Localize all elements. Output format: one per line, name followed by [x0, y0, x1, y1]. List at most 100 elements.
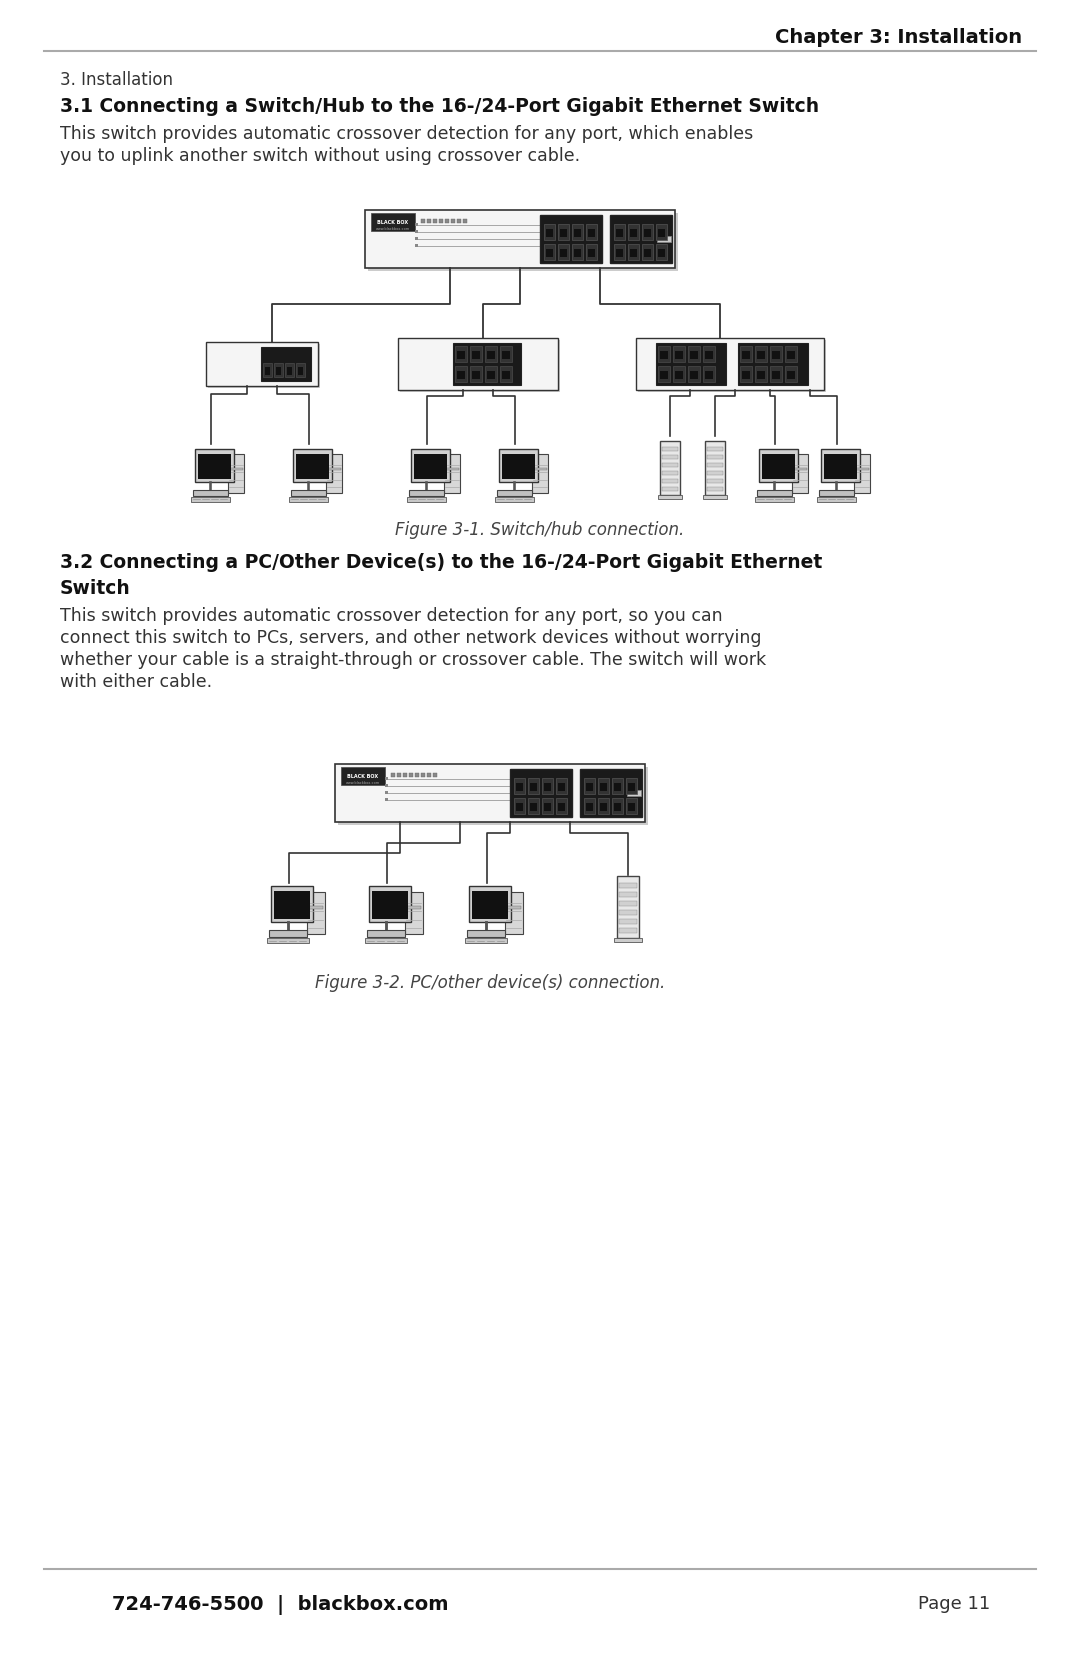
Text: BLACK BOX: BLACK BOX — [348, 773, 379, 778]
Bar — [588, 229, 595, 237]
Bar — [600, 783, 607, 791]
Text: whether your cable is a straight-through or crossover cable. The switch will wor: whether your cable is a straight-through… — [60, 651, 766, 669]
Bar — [405, 891, 422, 935]
FancyBboxPatch shape — [368, 214, 678, 270]
Text: 3. Installation: 3. Installation — [60, 72, 173, 88]
Bar — [556, 798, 567, 814]
Bar — [530, 783, 537, 791]
Bar — [191, 497, 230, 502]
Bar — [785, 366, 797, 382]
Bar — [662, 462, 678, 467]
Bar — [193, 489, 228, 496]
Bar — [626, 778, 637, 794]
Text: 3.1 Connecting a Switch/Hub to the 16-/24-Port Gigabit Ethernet Switch: 3.1 Connecting a Switch/Hub to the 16-/2… — [60, 97, 819, 117]
Bar — [738, 344, 808, 386]
FancyBboxPatch shape — [638, 340, 826, 392]
Bar — [403, 773, 407, 778]
Bar — [558, 224, 569, 240]
Bar — [705, 371, 713, 379]
Bar — [612, 798, 623, 814]
Bar — [819, 489, 853, 496]
FancyBboxPatch shape — [636, 339, 824, 391]
Bar — [660, 371, 669, 379]
Bar — [514, 798, 525, 814]
Bar — [544, 803, 551, 811]
Bar — [707, 462, 723, 467]
Bar — [615, 783, 621, 791]
Text: Figure 3-1. Switch/hub connection.: Figure 3-1. Switch/hub connection. — [395, 521, 685, 539]
Bar — [384, 784, 388, 788]
Bar — [580, 769, 642, 818]
Bar — [384, 791, 388, 794]
Bar — [421, 773, 426, 778]
Bar — [755, 366, 767, 382]
Bar — [427, 219, 431, 224]
Bar — [409, 773, 413, 778]
Bar — [457, 350, 465, 359]
Bar — [572, 244, 583, 260]
Bar — [415, 230, 418, 234]
Bar — [662, 456, 678, 459]
Bar — [269, 930, 307, 936]
Bar — [586, 803, 593, 811]
Bar — [261, 347, 311, 381]
Bar — [499, 449, 538, 482]
Bar — [627, 783, 635, 791]
Bar — [542, 778, 553, 794]
Bar — [472, 371, 480, 379]
Bar — [673, 366, 685, 382]
Bar — [487, 371, 495, 379]
Bar — [198, 454, 230, 479]
Bar — [391, 773, 395, 778]
Bar — [457, 371, 465, 379]
Bar — [584, 798, 595, 814]
Bar — [309, 906, 323, 910]
Bar — [276, 367, 281, 376]
FancyBboxPatch shape — [206, 342, 318, 386]
Bar — [365, 938, 407, 943]
Bar — [229, 467, 243, 471]
Bar — [656, 244, 667, 260]
Bar — [341, 768, 384, 784]
Bar — [824, 454, 856, 479]
Bar — [415, 224, 418, 225]
Bar — [584, 778, 595, 794]
Text: with either cable.: with either cable. — [60, 673, 212, 691]
Bar — [500, 345, 512, 362]
Bar — [758, 449, 797, 482]
Bar — [616, 249, 623, 257]
Bar — [457, 219, 461, 224]
Bar — [598, 798, 609, 814]
Bar — [675, 371, 683, 379]
Bar — [372, 214, 415, 230]
Bar — [627, 244, 639, 260]
Text: connect this switch to PCs, servers, and other network devices without worrying: connect this switch to PCs, servers, and… — [60, 629, 761, 648]
Bar — [495, 497, 534, 502]
Bar — [627, 803, 635, 811]
Bar — [658, 345, 670, 362]
Bar — [325, 454, 342, 494]
Bar — [409, 489, 444, 496]
Bar — [285, 362, 294, 377]
Bar — [703, 345, 715, 362]
Bar — [445, 467, 459, 471]
Bar — [816, 497, 855, 502]
Text: www.blackbox.com: www.blackbox.com — [346, 781, 380, 784]
Text: Chapter 3: Installation: Chapter 3: Installation — [774, 28, 1022, 47]
Text: Page 11: Page 11 — [918, 1596, 990, 1612]
Bar — [855, 467, 868, 471]
Bar — [770, 366, 782, 382]
Bar — [415, 244, 418, 247]
Bar — [660, 350, 669, 359]
Bar — [271, 886, 313, 921]
Text: www.blackbox.com: www.blackbox.com — [376, 227, 410, 230]
Bar — [540, 215, 602, 264]
Bar — [485, 366, 497, 382]
Bar — [502, 371, 510, 379]
Bar — [707, 456, 723, 459]
Bar — [516, 803, 523, 811]
Bar — [415, 773, 419, 778]
Bar — [757, 371, 765, 379]
Bar — [444, 454, 460, 494]
Bar — [705, 441, 725, 496]
